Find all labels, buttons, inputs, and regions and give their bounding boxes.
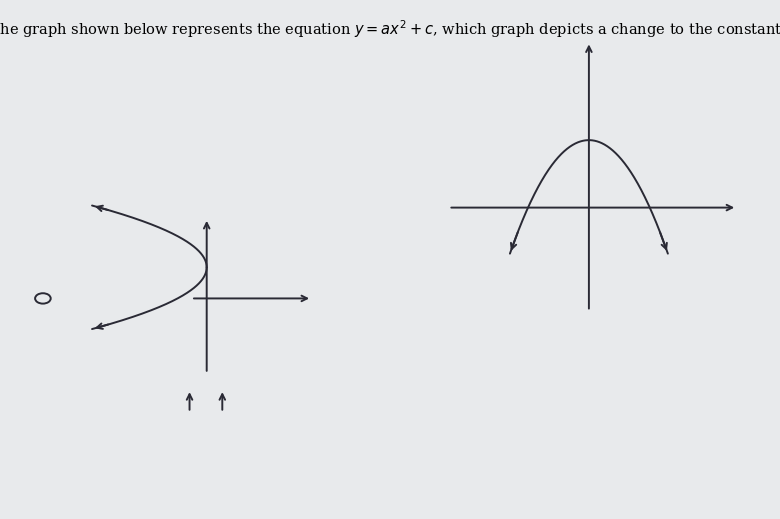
Text: If the graph shown below represents the equation $y = ax^2 + c$, which graph dep: If the graph shown below represents the … (0, 18, 780, 40)
